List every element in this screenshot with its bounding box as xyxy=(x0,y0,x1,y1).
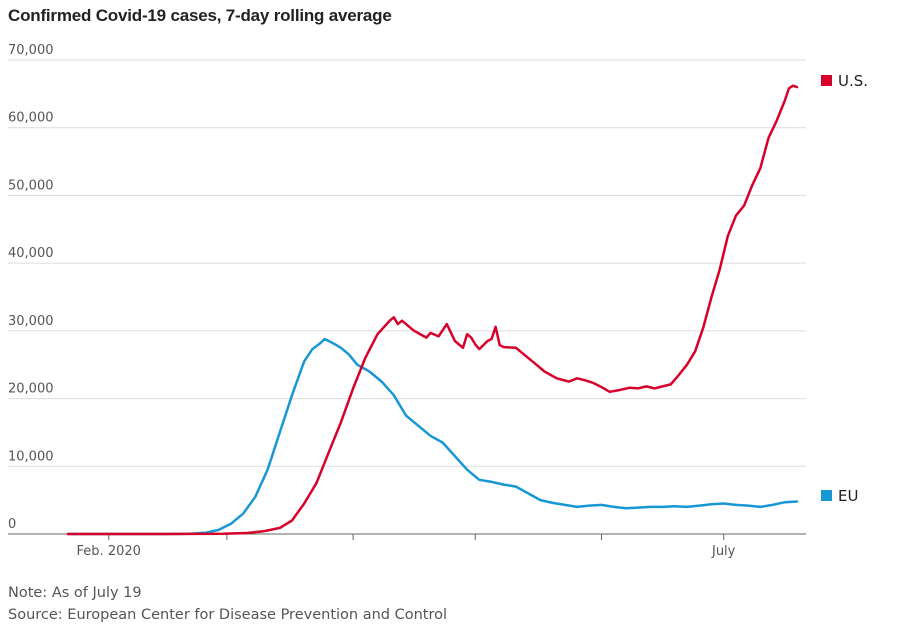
legend: U.S. EU xyxy=(821,72,868,505)
source-text: Source: European Center for Disease Prev… xyxy=(8,607,448,623)
x-tick-label: Feb. 2020 xyxy=(77,544,141,559)
series-line-u-s xyxy=(66,84,799,536)
legend-label-u-s: U.S. xyxy=(838,72,868,90)
gridlines xyxy=(8,59,806,535)
legend-swatch-eu xyxy=(821,490,832,501)
y-axis-ticks: 0 10,000 20,000 30,000 40,000 50,000 60,000 70,… xyxy=(8,43,54,532)
chart-notes: Note: As of July 19 Source: European Cen… xyxy=(8,582,447,626)
y-tick-label: 60,000 xyxy=(8,111,54,126)
x-axis: Feb. 2020 July xyxy=(77,534,736,559)
y-tick-label: 40,000 xyxy=(8,246,54,261)
y-tick-label: 30,000 xyxy=(8,314,54,329)
x-tick-label: July xyxy=(711,544,736,559)
y-tick-label: 10,000 xyxy=(8,449,54,464)
y-tick-label: 50,000 xyxy=(8,178,54,193)
series-line-eu xyxy=(66,337,799,536)
chart-title: Confirmed Covid-19 cases, 7-day rolling … xyxy=(8,6,392,25)
legend-label-eu: EU xyxy=(838,487,858,505)
legend-swatch-u-s xyxy=(821,75,832,86)
series-lines xyxy=(66,84,799,536)
y-tick-label: 20,000 xyxy=(8,382,54,397)
note-text: Note: As of July 19 xyxy=(8,585,142,601)
y-tick-label: 0 xyxy=(8,517,16,532)
y-tick-label: 70,000 xyxy=(8,43,54,58)
